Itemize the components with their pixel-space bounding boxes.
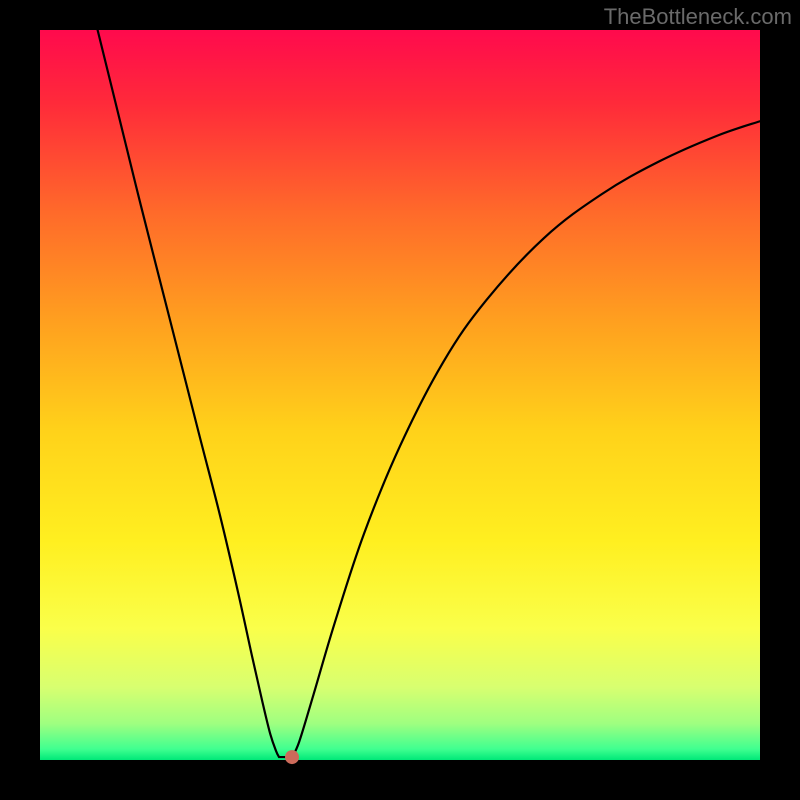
- bottleneck-chart: [0, 0, 800, 800]
- chart-container: TheBottleneck.com: [0, 0, 800, 800]
- chart-plot-area: [40, 30, 760, 760]
- optimum-marker: [285, 750, 299, 764]
